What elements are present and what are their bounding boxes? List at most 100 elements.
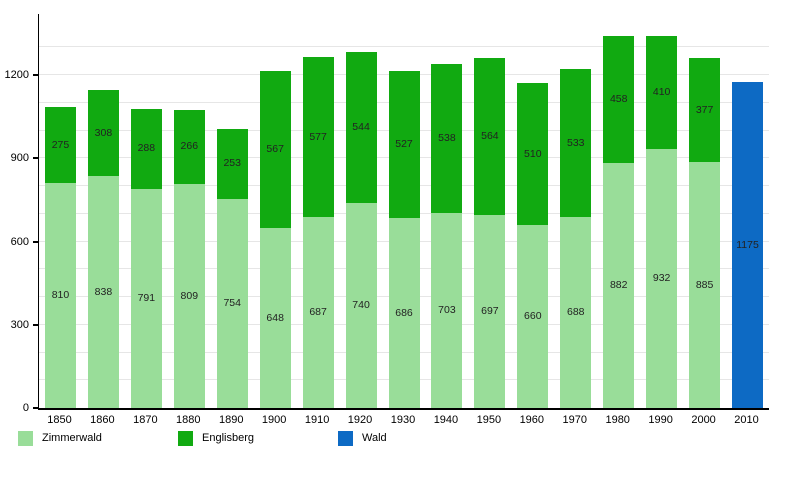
bar-segment-englisberg-1920: 544 <box>345 51 377 203</box>
x-tick-label-1960: 1960 <box>519 414 545 426</box>
plot-area: 810 275 838 308 791 288 809 266 754 253 648 567 687 5… <box>38 14 769 410</box>
y-tick-mark-300 <box>33 323 38 326</box>
bar-value-label: 510 <box>524 147 542 160</box>
bar-segment-zimmerwald-2000: 885 <box>689 162 721 408</box>
bar-value-label: 544 <box>352 120 370 133</box>
x-tick-label-2000: 2000 <box>691 414 716 426</box>
bar-segment-zimmerwald-1970: 688 <box>560 217 592 408</box>
x-tick-label-1930: 1930 <box>390 414 416 426</box>
legend-label-englisberg: Englisberg <box>202 431 254 444</box>
y-tick-label-1200: 1200 <box>4 69 29 82</box>
bar-segment-zimmerwald-1870: 791 <box>130 188 162 408</box>
bar-segment-englisberg-1880: 266 <box>173 109 205 184</box>
x-tick-label-1850: 1850 <box>47 414 72 426</box>
bar-value-label: 688 <box>566 306 585 319</box>
y-tick-label-0: 0 <box>22 402 29 414</box>
x-tick-label-1890: 1890 <box>218 414 244 426</box>
legend-label-zimmerwald: Zimmerwald <box>42 431 102 444</box>
bar-value-label: 527 <box>395 138 413 151</box>
bar-value-label: 754 <box>223 297 241 310</box>
bar-value-label: 810 <box>51 289 70 302</box>
bar-segment-zimmerwald-1940: 703 <box>431 212 463 408</box>
bar-segment-zimmerwald-1900: 648 <box>259 228 291 408</box>
legend-item-wald: Wald <box>338 430 387 446</box>
x-tick-label-1940: 1940 <box>433 414 459 426</box>
bar-segment-englisberg-1950: 564 <box>474 58 506 215</box>
bar-segment-englisberg-1890: 253 <box>216 128 248 199</box>
x-tick-label-1900: 1900 <box>261 414 287 426</box>
bar-value-label: 533 <box>566 136 585 149</box>
x-tick-label-1910: 1910 <box>304 414 330 426</box>
bar-segment-zimmerwald-1860: 838 <box>87 175 119 408</box>
bar-value-label: 703 <box>438 304 456 317</box>
bar-segment-englisberg-1990: 410 <box>646 35 678 150</box>
bar-value-label: 740 <box>352 299 370 312</box>
bar-segment-englisberg-1870: 288 <box>130 108 162 189</box>
bar-segment-englisberg-1900: 567 <box>259 70 291 229</box>
bar-value-label: 567 <box>266 143 284 156</box>
x-tick-label-2010: 2010 <box>734 414 759 426</box>
bar-segment-zimmerwald-1960: 660 <box>517 224 549 408</box>
bar-value-label: 648 <box>266 311 284 324</box>
chart-legend: Zimmerwald Englisberg Wald <box>0 430 795 448</box>
bar-segment-englisberg-1940: 538 <box>431 63 463 213</box>
bar-value-label: 410 <box>652 86 671 99</box>
legend-swatch-zimmerwald <box>18 430 33 446</box>
bar-value-label: 882 <box>609 279 628 292</box>
y-tick-mark-900 <box>33 157 38 160</box>
bar-value-label: 686 <box>395 306 413 319</box>
legend-item-englisberg: Englisberg <box>178 430 254 446</box>
bar-segment-englisberg-1960: 510 <box>517 83 549 225</box>
bar-value-label: 564 <box>481 130 499 143</box>
bar-value-label: 458 <box>609 93 628 106</box>
x-tick-label-1870: 1870 <box>133 414 158 426</box>
bar-value-label: 288 <box>137 142 156 155</box>
x-tick-label-1920: 1920 <box>347 414 373 426</box>
bar-segment-zimmerwald-1880: 809 <box>173 183 205 408</box>
bar-segment-zimmerwald-1890: 754 <box>216 198 248 408</box>
bar-segment-englisberg-1910: 577 <box>302 57 334 218</box>
y-tick-label-900: 900 <box>10 152 29 165</box>
y-tick-label-600: 600 <box>10 235 29 248</box>
legend-swatch-englisberg <box>178 430 193 446</box>
bar-value-label: 791 <box>137 292 156 305</box>
bar-segment-englisberg-1930: 527 <box>388 71 420 218</box>
y-tick-mark-600 <box>33 240 38 243</box>
bar-value-label: 253 <box>223 157 241 170</box>
bar-segment-englisberg-1850: 275 <box>44 106 76 184</box>
bar-segment-zimmerwald-1990: 932 <box>646 149 678 408</box>
legend-label-wald: Wald <box>362 431 387 444</box>
bar-value-label: 1175 <box>736 238 759 251</box>
bar-value-label: 660 <box>524 310 542 323</box>
x-tick-label-1880: 1880 <box>176 414 201 426</box>
legend-swatch-wald <box>338 430 353 446</box>
y-tick-mark-1200 <box>33 74 38 77</box>
bar-value-label: 308 <box>94 126 113 139</box>
bar-segment-wald-2010: 1175 <box>732 81 764 408</box>
bar-value-label: 697 <box>481 305 499 318</box>
gridline-1300 <box>39 46 769 48</box>
bar-segment-zimmerwald-1920: 740 <box>345 202 377 408</box>
bar-segment-zimmerwald-1910: 687 <box>302 217 334 408</box>
bar-segment-englisberg-1980: 458 <box>603 36 635 164</box>
bar-segment-zimmerwald-1980: 882 <box>603 163 635 408</box>
x-tick-label-1860: 1860 <box>90 414 115 426</box>
x-tick-label-1990: 1990 <box>648 414 673 426</box>
bar-value-label: 377 <box>695 103 714 116</box>
bar-value-label: 809 <box>180 289 199 302</box>
x-tick-label-1950: 1950 <box>476 414 502 426</box>
legend-item-zimmerwald: Zimmerwald <box>18 430 102 446</box>
bar-value-label: 577 <box>309 131 327 144</box>
bar-segment-englisberg-1860: 308 <box>87 90 119 176</box>
bar-value-label: 932 <box>652 272 671 285</box>
bar-value-label: 687 <box>309 306 327 319</box>
bar-segment-zimmerwald-1850: 810 <box>44 183 76 408</box>
bar-segment-englisberg-2000: 377 <box>689 57 721 163</box>
y-tick-label-300: 300 <box>10 318 29 331</box>
bar-segment-zimmerwald-1950: 697 <box>474 214 506 408</box>
x-tick-label-1970: 1970 <box>562 414 587 426</box>
x-tick-label-1980: 1980 <box>605 414 630 426</box>
bar-segment-zimmerwald-1930: 686 <box>388 217 420 408</box>
y-tick-mark-0 <box>33 407 38 409</box>
